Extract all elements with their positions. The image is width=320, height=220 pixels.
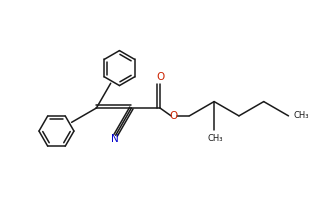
- Text: CH₃: CH₃: [208, 134, 223, 143]
- Text: N: N: [111, 134, 119, 144]
- Text: O: O: [170, 111, 178, 121]
- Text: O: O: [156, 72, 164, 82]
- Text: CH₃: CH₃: [293, 111, 309, 120]
